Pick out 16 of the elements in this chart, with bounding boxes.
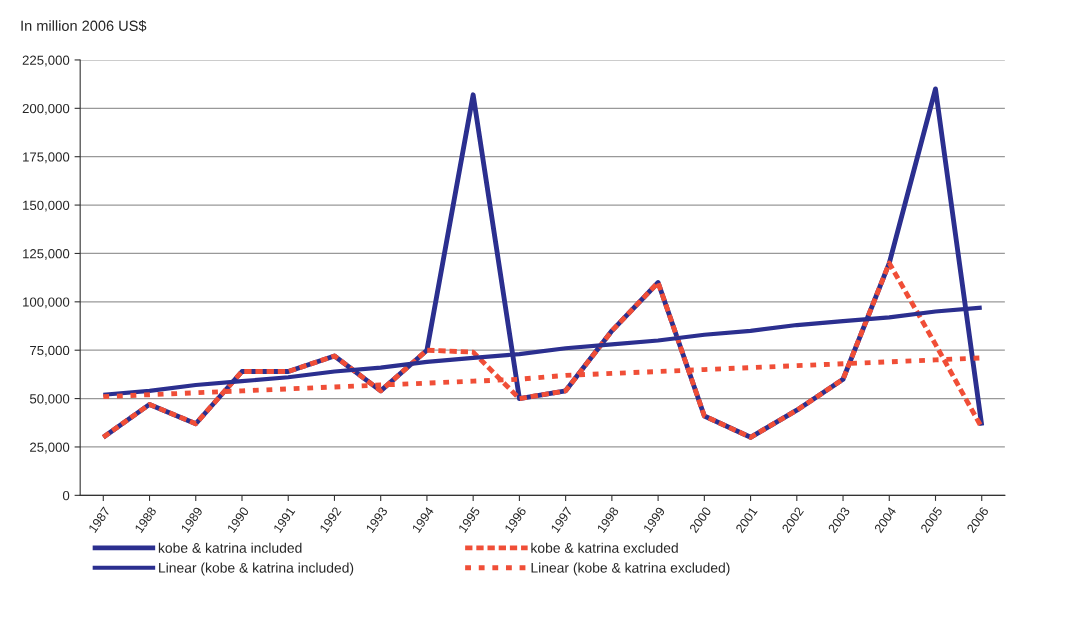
y-tick-label: 125,000 (23, 249, 70, 260)
legend-label: Linear (kobe & katrina included) (159, 562, 354, 576)
legend-label: kobe & katrina excluded (531, 542, 678, 553)
y-tick-label: 175,000 (23, 152, 70, 164)
y-tick-label: 0 (62, 490, 70, 501)
y-axis-title: In million 2006 US$ (21, 20, 147, 32)
legend-label: Linear (kobe & katrina excluded) (531, 562, 730, 576)
y-tick-label: 200,000 (22, 103, 70, 115)
y-tick-label: 25,000 (30, 442, 70, 454)
y-tick-label: 100,000 (23, 297, 70, 309)
y-tick-label: 75,000 (30, 345, 70, 357)
y-tick-label: 50,000 (29, 394, 70, 406)
y-tick-label: 225,000 (22, 55, 70, 67)
line-series (100, 260, 985, 440)
legend-label: kobe & katrina included (158, 542, 302, 553)
y-tick-label: 150,000 (23, 200, 70, 212)
